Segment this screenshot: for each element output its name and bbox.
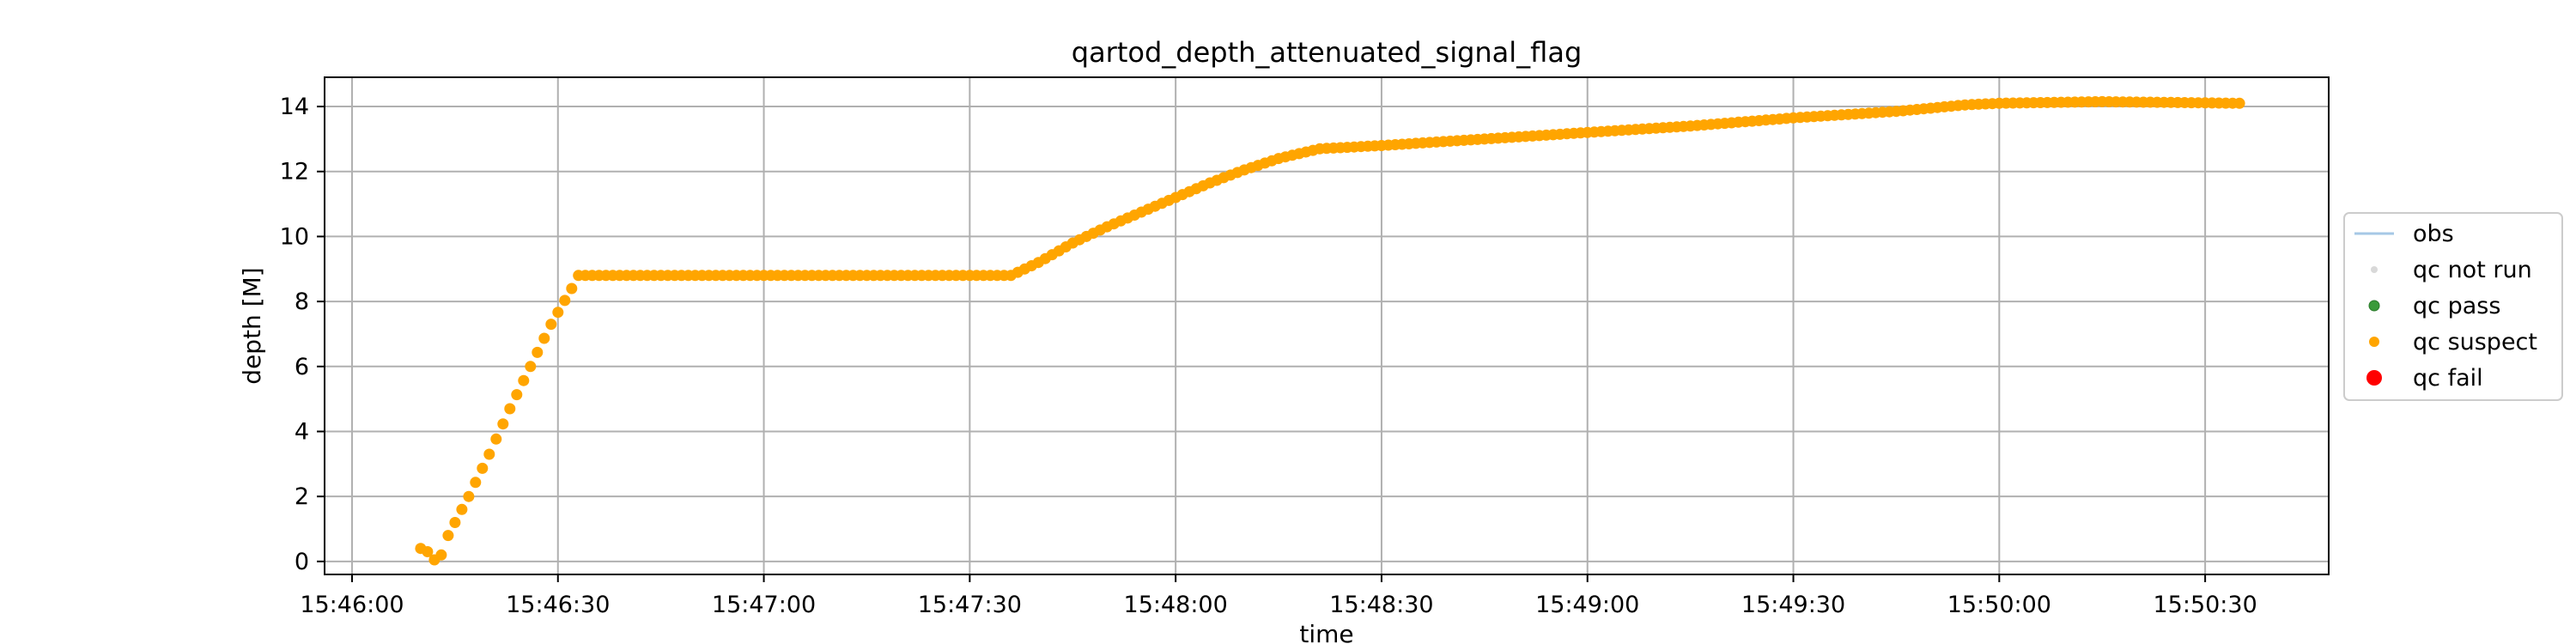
data-point xyxy=(2233,97,2245,109)
y-tick-label: 0 xyxy=(295,549,309,575)
data-point xyxy=(559,295,571,307)
x-tick-label: 15:48:30 xyxy=(1329,592,1433,618)
data-point xyxy=(483,448,495,460)
legend-dot-swatch xyxy=(2366,370,2382,386)
data-point xyxy=(504,403,516,415)
data-point xyxy=(449,517,461,528)
x-tick-label: 15:49:00 xyxy=(1535,592,1639,618)
data-point xyxy=(511,389,523,401)
data-point xyxy=(490,433,502,445)
data-point xyxy=(552,307,564,319)
data-point xyxy=(470,477,482,489)
x-tick-label: 15:46:00 xyxy=(300,592,404,618)
x-tick-label: 15:50:30 xyxy=(2153,592,2257,618)
y-tick-label: 2 xyxy=(295,483,309,510)
grid xyxy=(325,77,2329,574)
y-tick-label: 6 xyxy=(295,354,309,380)
legend-label: qc suspect xyxy=(2413,329,2537,355)
data-point xyxy=(435,549,447,561)
y-tick-label: 12 xyxy=(280,159,309,185)
data-point xyxy=(422,546,434,557)
data-point xyxy=(525,361,537,373)
chart-title: qartod_depth_attenuated_signal_flag xyxy=(1072,36,1583,69)
data-point xyxy=(518,374,530,386)
legend-dot-swatch xyxy=(2369,337,2379,347)
data-point xyxy=(538,332,550,344)
legend-dot-swatch xyxy=(2371,266,2378,273)
x-tick-label: 15:48:00 xyxy=(1124,592,1228,618)
legend-box xyxy=(2343,212,2563,401)
data-point xyxy=(566,283,578,295)
legend-label: qc pass xyxy=(2413,293,2500,319)
plot-frame xyxy=(324,76,2330,575)
series-layer xyxy=(415,95,2245,566)
legend: obs qc not run qc pass qc suspect qc fail xyxy=(2343,212,2563,401)
data-point xyxy=(477,462,489,474)
legend-dot-swatch xyxy=(2368,300,2380,312)
y-tick-label: 10 xyxy=(280,223,309,250)
x-tick-label: 15:50:00 xyxy=(1947,592,2051,618)
y-axis-label: depth [M] xyxy=(238,267,266,384)
x-tick-label: 15:49:30 xyxy=(1741,592,1845,618)
legend-label: qc fail xyxy=(2413,365,2483,392)
y-tick-label: 4 xyxy=(295,418,309,445)
data-point xyxy=(532,346,544,358)
x-axis-label: time xyxy=(1299,620,1353,644)
x-tick-label: 15:47:00 xyxy=(712,592,816,618)
x-tick-label: 15:47:30 xyxy=(918,592,1022,618)
data-point xyxy=(456,503,468,515)
data-point xyxy=(497,418,509,430)
x-tick-label: 15:46:30 xyxy=(506,592,610,618)
data-point xyxy=(463,490,475,502)
data-point xyxy=(545,319,557,331)
legend-label: qc not run xyxy=(2413,257,2532,283)
y-tick-label: 8 xyxy=(295,289,309,315)
y-tick-label: 14 xyxy=(280,94,309,120)
data-point xyxy=(442,530,454,542)
legend-label: obs xyxy=(2413,221,2454,247)
axes: 15:46:00 15:46:30 15:47:00 15:47:30 15:48:00… xyxy=(280,94,2257,618)
